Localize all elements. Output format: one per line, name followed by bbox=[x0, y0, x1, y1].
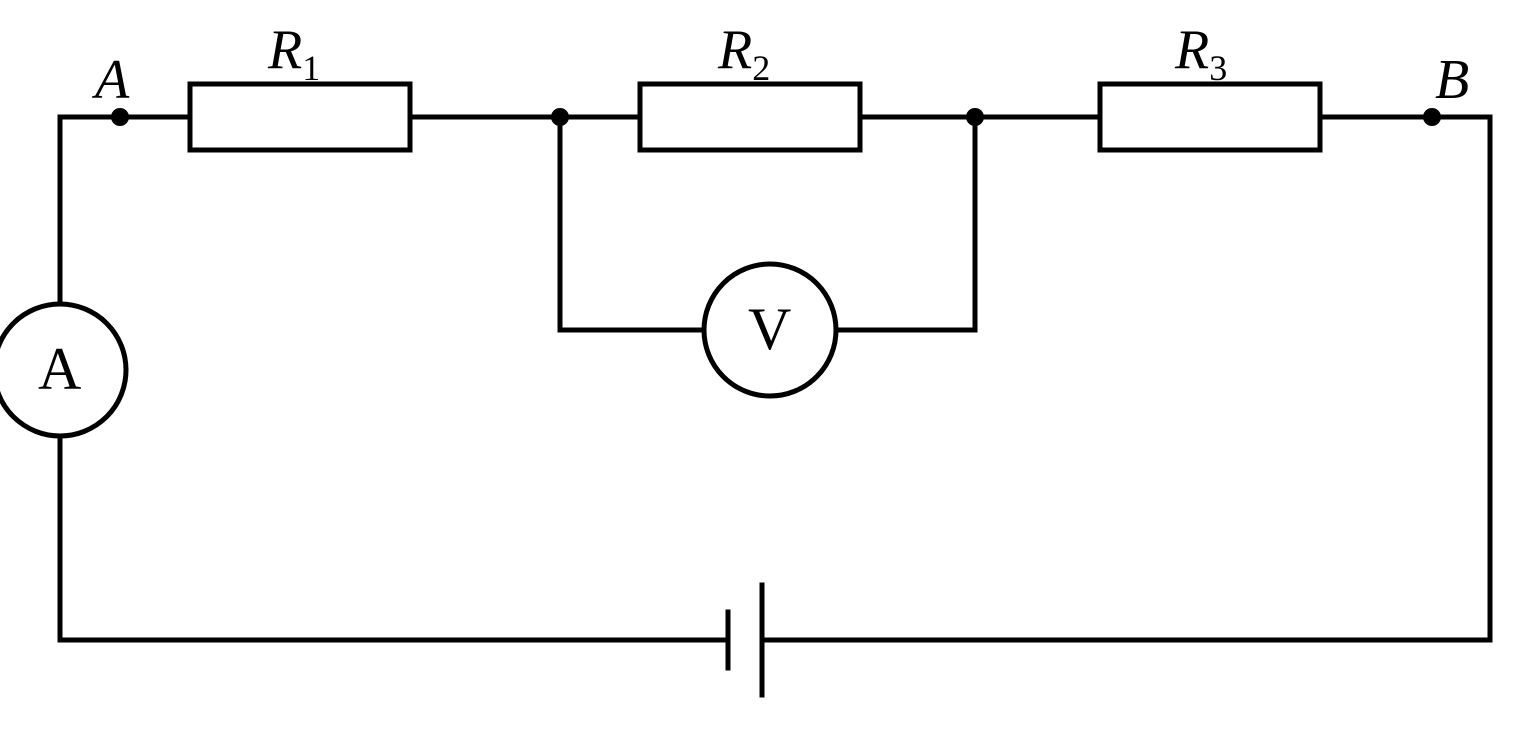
r2-letter: R bbox=[718, 19, 752, 81]
ammeter-label: A bbox=[38, 335, 81, 404]
voltmeter-label: V bbox=[748, 295, 791, 364]
node-b-label: B bbox=[1435, 48, 1469, 112]
r3-label: R3 bbox=[1175, 18, 1227, 89]
node-a-label: A bbox=[95, 48, 129, 112]
r1-sub: 1 bbox=[302, 48, 320, 88]
r2-sub: 2 bbox=[752, 48, 770, 88]
circuit-components bbox=[0, 84, 1320, 695]
r1-label: R1 bbox=[268, 18, 320, 89]
circuit-diagram bbox=[0, 0, 1524, 733]
r1-letter: R bbox=[268, 19, 302, 81]
r3-letter: R bbox=[1175, 19, 1209, 81]
r2-label: R2 bbox=[718, 18, 770, 89]
r3-sub: 3 bbox=[1209, 48, 1227, 88]
